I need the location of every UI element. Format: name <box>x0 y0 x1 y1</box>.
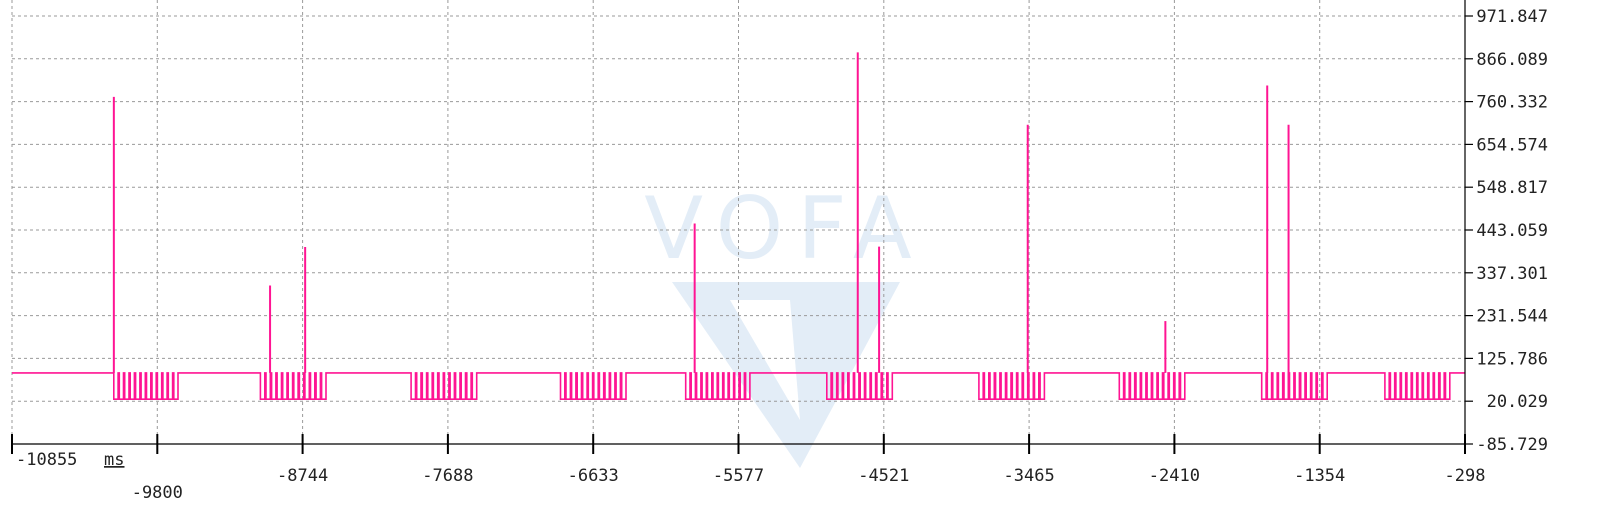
y-tick-label: 548.817 <box>1476 178 1548 198</box>
y-tick-label: 760.332 <box>1476 93 1548 113</box>
watermark-text: VOFA <box>644 179 925 279</box>
x-tick-label: -298 <box>1445 466 1486 486</box>
x-tick-label: -4521 <box>858 466 909 486</box>
y-tick-label: 443.059 <box>1476 221 1548 241</box>
y-tick-label: 866.089 <box>1476 50 1548 70</box>
x-tick-label: -8744 <box>277 466 328 486</box>
vofa-watermark: VOFA <box>644 179 925 468</box>
x-tick-label: -5577 <box>713 466 764 486</box>
x-tick-label: -9800 <box>132 483 183 503</box>
signal-line <box>12 372 1465 400</box>
x-tick-label: -2410 <box>1149 466 1200 486</box>
y-tick-label: 654.574 <box>1476 135 1548 155</box>
x-tick-label: -6633 <box>568 466 619 486</box>
y-tick-label: -85.729 <box>1476 435 1548 455</box>
x-tick-label: -1354 <box>1294 466 1345 486</box>
y-tick-label: 337.301 <box>1476 264 1548 284</box>
signal-series <box>12 52 1465 400</box>
y-tick-label: 20.029 <box>1487 392 1548 412</box>
x-axis: -10855 -9800 -8744 -7688 -6633 -5577 -4521 -346… <box>11 434 1486 503</box>
y-tick-label: 231.544 <box>1476 307 1548 327</box>
y-tick-label: 125.786 <box>1476 349 1548 369</box>
watermark-logo <box>672 282 900 468</box>
y-axis: 971.847 866.089 760.332 654.574 548.817 443.0… <box>1464 0 1548 455</box>
x-tick-label: -10855 <box>16 450 77 470</box>
x-tick-label: -7688 <box>422 466 473 486</box>
x-tick-label: -3465 <box>1004 466 1055 486</box>
y-tick-label: 971.847 <box>1476 7 1548 27</box>
x-axis-unit-label: ms <box>104 450 124 470</box>
